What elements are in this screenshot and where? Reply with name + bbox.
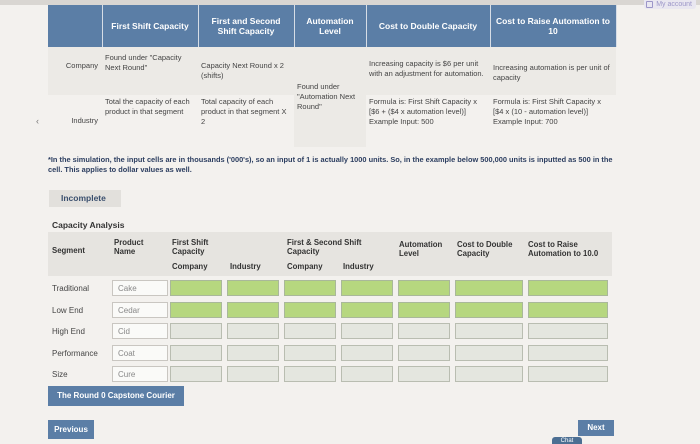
subcol-second-industry: Industry (343, 262, 374, 271)
next-button[interactable]: Next (578, 420, 614, 436)
segment-label: High End (52, 327, 85, 336)
info-header-cost-double: Cost to Double Capacity (366, 5, 491, 47)
info-header-first-second: First and Second Shift Capacity (198, 5, 295, 47)
table-row: Low End Cedar (48, 300, 612, 321)
info-company-row: Company Found under "Capacity Next Round… (48, 47, 616, 147)
account-icon (646, 1, 654, 8)
second-industry-input[interactable] (341, 344, 393, 361)
second-company-input[interactable] (284, 323, 336, 339)
second-industry-input[interactable] (341, 280, 393, 296)
table-row: Performance Coat (48, 343, 612, 364)
first-industry-input[interactable] (227, 344, 279, 361)
col-segment: Segment (52, 246, 85, 255)
info-company-cost-double: Increasing capacity is $6 per unit with … (366, 47, 490, 95)
cost-double-input[interactable] (455, 366, 523, 382)
chat-button[interactable]: Chat (552, 437, 582, 444)
cost-double-input[interactable] (455, 280, 523, 296)
second-industry-input[interactable] (341, 301, 393, 318)
subcol-first-company: Company (172, 262, 208, 271)
capstone-courier-button[interactable]: The Round 0 Capstone Courier (48, 386, 184, 406)
product-name-field: Coat (112, 344, 168, 361)
info-company-first-shift: Found under "Capacity Next Round" (102, 47, 198, 95)
automation-input[interactable] (398, 344, 450, 361)
status-badge: Incomplete (49, 190, 121, 207)
automation-input[interactable] (398, 301, 450, 318)
subcol-second-company: Company (287, 262, 323, 271)
col-cost-double: Cost to Double Capacity (457, 240, 513, 258)
first-industry-input[interactable] (227, 323, 279, 339)
info-company-first-second: Capacity Next Round x 2 (shifts) (198, 47, 294, 95)
first-company-input[interactable] (170, 280, 222, 296)
cost-double-input[interactable] (455, 301, 523, 318)
cost-raise-input[interactable] (528, 280, 608, 296)
capacity-analysis-panel: Capacity Analysis Segment Product Name F… (48, 216, 612, 382)
segment-label: Size (52, 370, 68, 379)
first-industry-input[interactable] (227, 280, 279, 296)
cost-raise-input[interactable] (528, 366, 608, 382)
info-header-blank (48, 5, 103, 47)
first-company-input[interactable] (170, 323, 222, 339)
info-company-cost-raise: Increasing automation is per unit of cap… (490, 47, 616, 95)
first-company-input[interactable] (170, 301, 222, 318)
first-company-input[interactable] (170, 344, 222, 361)
product-name-field: Cure (112, 366, 168, 382)
segment-label: Traditional (52, 284, 90, 293)
automation-input[interactable] (398, 366, 450, 382)
second-industry-input[interactable] (341, 366, 393, 382)
previous-button[interactable]: Previous (48, 420, 94, 439)
cost-raise-input[interactable] (528, 344, 608, 361)
cost-double-input[interactable] (455, 344, 523, 361)
info-industry-row: Industry Total the capacity of each prod… (48, 95, 616, 147)
info-company-label: Company (48, 47, 102, 95)
second-company-input[interactable] (284, 344, 336, 361)
info-header-row: First Shift Capacity First and Second Sh… (48, 5, 617, 47)
segment-label: Performance (52, 348, 98, 358)
product-name-field: Cake (112, 280, 168, 296)
info-industry-label: Industry (71, 116, 98, 125)
first-industry-input[interactable] (227, 301, 279, 318)
second-company-input[interactable] (284, 366, 336, 382)
table-row: High End Cid (48, 321, 612, 342)
col-product-name: Product Name (114, 238, 144, 256)
input-note: *In the simulation, the input cells are … (48, 155, 613, 174)
cost-raise-input[interactable] (528, 301, 608, 318)
second-industry-input[interactable] (341, 323, 393, 339)
automation-input[interactable] (398, 323, 450, 339)
info-automation-desc: Found under "Automation Next Round" (294, 47, 366, 147)
cost-raise-input[interactable] (528, 323, 608, 339)
info-industry-first-shift: Total the capacity of each product in th… (105, 97, 190, 116)
top-strip (0, 0, 700, 5)
first-industry-input[interactable] (227, 366, 279, 382)
product-name-field: Cid (112, 323, 168, 339)
info-header-cost-raise: Cost to Raise Automation to 10 (490, 5, 617, 47)
subcol-first-industry: Industry (230, 262, 261, 271)
first-company-input[interactable] (170, 366, 222, 382)
info-table: First Shift Capacity First and Second Sh… (48, 5, 617, 147)
info-header-automation: Automation Level (294, 5, 367, 47)
col-first-second: First & Second Shift Capacity (287, 238, 362, 256)
second-company-input[interactable] (284, 280, 336, 296)
cost-double-input[interactable] (455, 323, 523, 339)
my-account-link[interactable]: My account (644, 0, 696, 9)
second-company-input[interactable] (284, 301, 336, 318)
info-header-first-shift: First Shift Capacity (102, 5, 199, 47)
chevron-left-icon[interactable]: ‹ (36, 116, 39, 126)
my-account-label: My account (656, 1, 692, 8)
capacity-analysis-title: Capacity Analysis (52, 220, 125, 230)
segment-label: Low End (52, 305, 84, 315)
info-industry-cost-double: Formula is: First Shift Capacity x [$6 +… (369, 97, 477, 126)
automation-input[interactable] (398, 280, 450, 296)
product-name-field: Cedar (112, 301, 168, 318)
info-industry-cost-raise: Formula is: First Shift Capacity x [$4 x… (493, 97, 601, 126)
col-cost-raise: Cost to Raise Automation to 10.0 (528, 240, 599, 258)
col-first-shift: First Shift Capacity (172, 238, 209, 256)
table-row: Size Cure (48, 364, 612, 385)
col-automation: Automation Level (399, 240, 443, 258)
capacity-analysis-header: Segment Product Name First Shift Capacit… (48, 232, 612, 276)
info-industry-first-second: Total capacity of each product in that s… (201, 97, 287, 126)
table-row: Traditional Cake (48, 278, 612, 299)
